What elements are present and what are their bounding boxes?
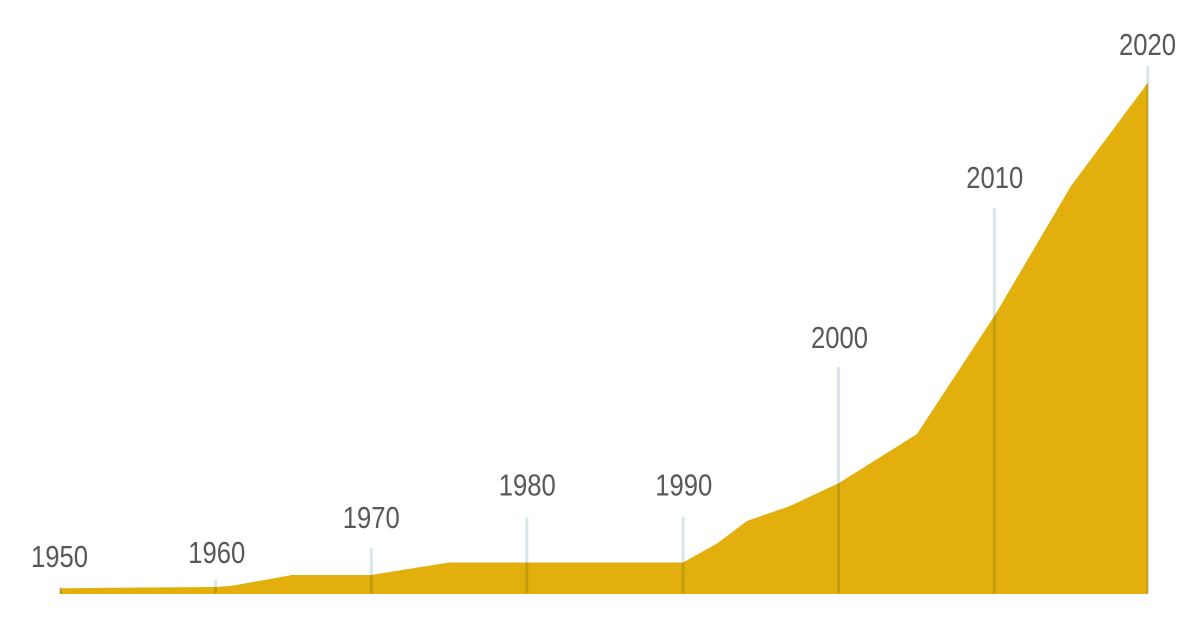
svg-text:1960: 1960 [188, 535, 245, 570]
svg-text:2000: 2000 [811, 320, 868, 355]
svg-text:1990: 1990 [655, 468, 712, 503]
svg-text:1980: 1980 [499, 468, 556, 503]
svg-text:1970: 1970 [343, 500, 400, 535]
svg-text:2010: 2010 [966, 160, 1023, 195]
svg-text:1950: 1950 [31, 539, 88, 574]
svg-text:2020: 2020 [1119, 27, 1176, 62]
